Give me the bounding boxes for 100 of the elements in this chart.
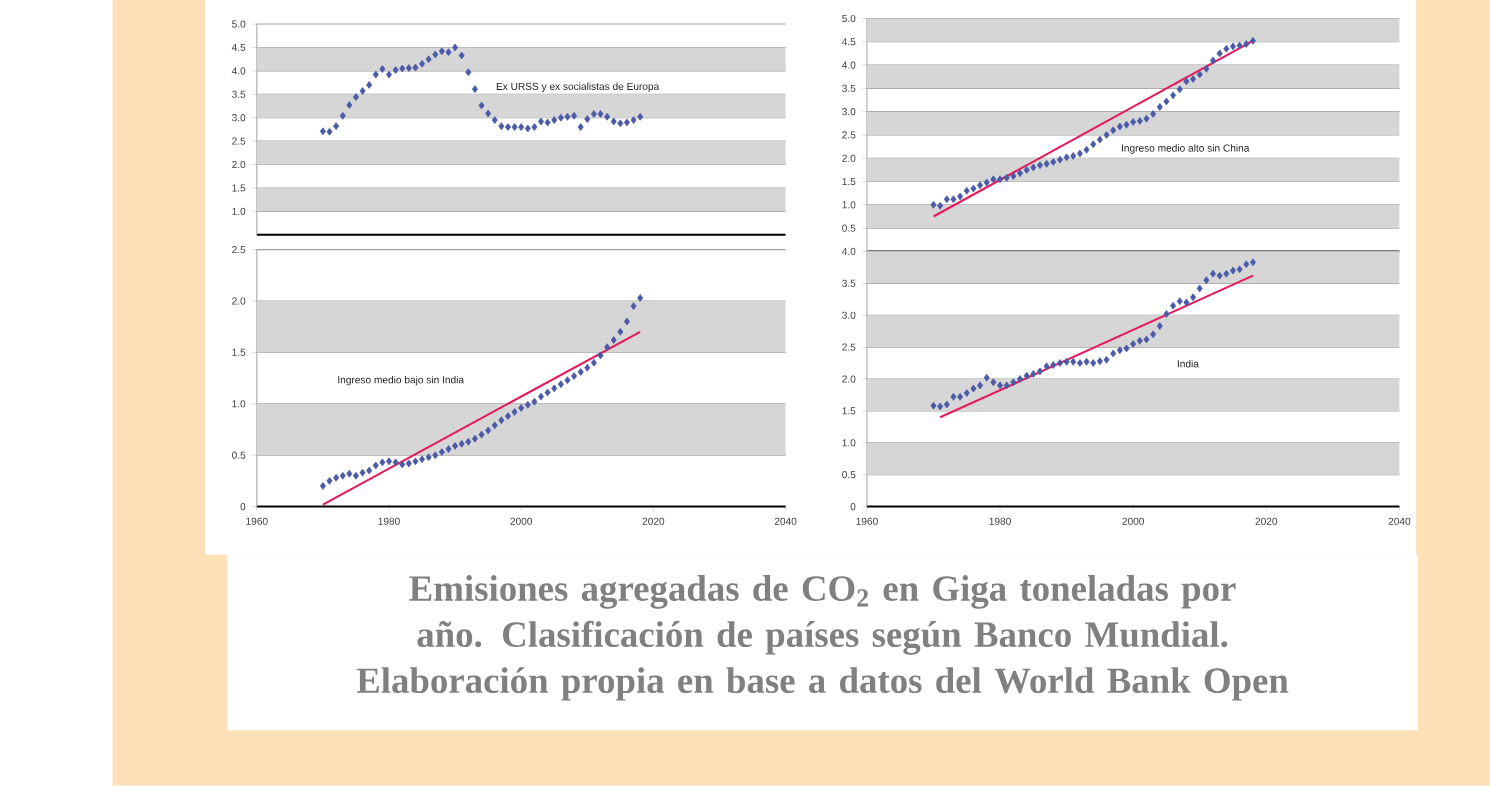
point (518, 404, 525, 412)
point (1230, 266, 1236, 275)
point (452, 442, 459, 450)
point (366, 466, 373, 475)
point (438, 47, 445, 56)
point (432, 451, 439, 460)
point (1163, 310, 1170, 318)
point (319, 127, 326, 136)
point (425, 55, 432, 64)
point (379, 65, 386, 73)
point (623, 118, 630, 127)
point (1103, 356, 1110, 364)
point (557, 380, 564, 389)
point (584, 364, 591, 372)
point (1236, 41, 1243, 50)
point (990, 175, 997, 184)
point (352, 471, 359, 480)
point (1130, 340, 1137, 348)
point (1230, 42, 1236, 51)
point (544, 118, 551, 127)
point (630, 302, 637, 311)
point (511, 123, 518, 132)
point (452, 43, 459, 52)
point (326, 128, 333, 136)
point (438, 448, 445, 457)
point (983, 373, 990, 382)
point (997, 175, 1004, 184)
point (590, 358, 597, 367)
point (1243, 40, 1250, 49)
point (1176, 85, 1183, 94)
point (538, 392, 545, 401)
point (1210, 56, 1217, 65)
point (359, 87, 366, 95)
point (571, 372, 578, 381)
point (1036, 367, 1043, 376)
point (386, 70, 393, 79)
point (997, 381, 1004, 390)
point (1096, 357, 1103, 366)
point (1050, 158, 1057, 166)
point (1130, 118, 1137, 126)
point (990, 378, 997, 387)
point (937, 402, 944, 411)
point (458, 51, 465, 60)
point (637, 113, 644, 121)
point (1143, 114, 1150, 123)
point (1056, 155, 1063, 164)
point (491, 421, 498, 430)
point (950, 195, 957, 204)
point (1063, 153, 1070, 162)
point (352, 93, 359, 102)
point (571, 112, 578, 120)
point (511, 408, 518, 416)
point (1183, 77, 1190, 86)
point (333, 122, 340, 131)
point (445, 445, 452, 453)
point (1090, 359, 1097, 368)
point (379, 458, 386, 467)
point (1243, 260, 1250, 269)
point (485, 109, 492, 118)
point (1017, 375, 1024, 383)
point (1050, 361, 1057, 369)
point (1223, 270, 1230, 278)
point (577, 123, 584, 132)
point (372, 70, 379, 79)
point (1090, 140, 1097, 149)
point (544, 388, 551, 397)
point (419, 60, 426, 68)
point (943, 195, 950, 204)
point (1163, 97, 1170, 106)
point (1043, 160, 1050, 168)
point (963, 187, 970, 195)
point (1223, 45, 1230, 53)
point (1216, 49, 1223, 58)
point (977, 181, 984, 190)
point (1010, 378, 1017, 387)
point (458, 440, 465, 448)
point (957, 393, 964, 401)
point (485, 426, 492, 435)
point (604, 343, 611, 352)
point (551, 384, 558, 393)
point (1023, 372, 1030, 380)
point (1123, 344, 1130, 353)
point (1056, 359, 1063, 368)
point (531, 397, 538, 406)
point (637, 294, 644, 302)
point (1003, 174, 1010, 182)
point (1116, 122, 1123, 131)
point (518, 123, 525, 132)
point (524, 124, 531, 133)
point (1190, 75, 1197, 84)
point (590, 110, 597, 118)
point (610, 117, 617, 126)
point (1017, 169, 1024, 178)
point (577, 368, 584, 376)
point (1096, 135, 1103, 144)
point (333, 474, 340, 482)
point (412, 63, 419, 72)
point (498, 122, 505, 131)
point (346, 469, 353, 478)
point (1170, 91, 1177, 100)
